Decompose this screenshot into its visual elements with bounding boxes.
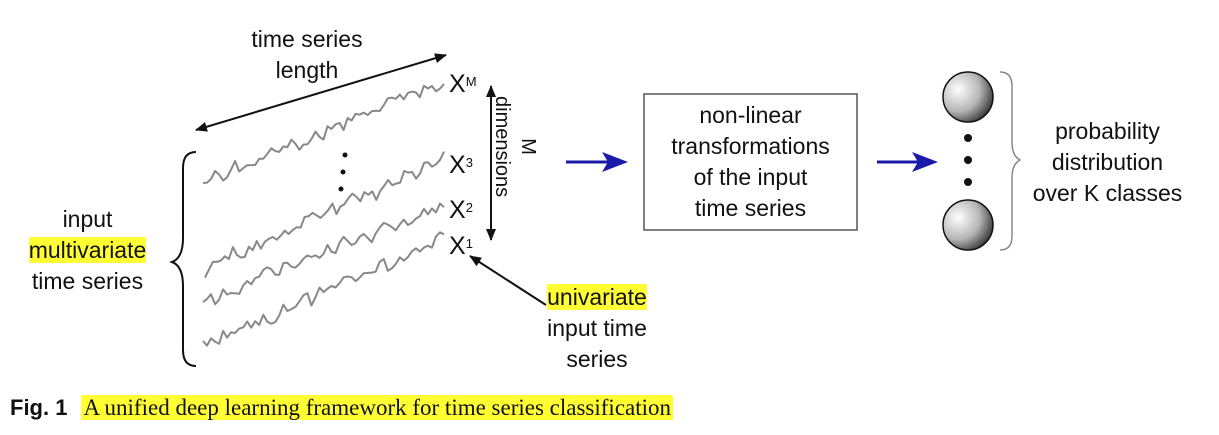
series-label-x2: X2 [449,196,473,224]
time-series-trace [202,83,445,184]
input-label-highlighted: multivariate [28,237,147,263]
output-label-line: over K classes [1032,180,1183,206]
figure-caption: Fig. 1 A unified deep learning framework … [10,395,674,421]
input-label-line: input [62,206,113,232]
length-label-line: time series [251,26,363,52]
transform-line: transformations [671,133,830,159]
output-neuron-bottom [942,199,994,251]
series-ellipsis-dot [340,169,346,175]
series-ellipsis-dot [338,186,344,192]
transform-line: time series [694,195,807,221]
time-series-trace [202,231,445,347]
dimensions-label-line: dimensions [491,96,513,198]
output-neuron-ellipsis-dot [964,178,972,186]
dimensions-label-line: M [517,138,539,155]
time-series-group [202,83,445,347]
transform-line: non-linear [699,102,802,128]
series-label-x1: X1 [449,232,473,260]
length-label-line: length [275,57,339,83]
m-dimensions-label: M dimensions [489,96,541,197]
output-neuron-ellipsis-dot [964,134,972,142]
output-neuron-ellipsis-dot [964,156,972,164]
univariate-input-label: univariate input time series [527,282,667,375]
time-series-length-label: time series length [232,24,382,86]
output-probability-label: probability distribution over K classes [1020,116,1195,209]
univariate-label-highlighted: univariate [547,284,647,310]
univariate-pointer-arrow [469,255,547,306]
univariate-label-line: input time [547,315,647,341]
input-to-transform-arrow [566,152,628,172]
univariate-label-line: series [566,346,628,372]
series-label-xm: XM [449,70,477,98]
output-brace [999,71,1022,251]
input-multivariate-label: input multivariate time series [20,204,155,297]
transform-to-output-arrow [877,152,938,172]
output-neuron-top [942,71,994,123]
time-series-trace [202,202,445,306]
series-label-x3: X3 [449,151,473,179]
series-ellipsis-dot [342,152,348,158]
length-arrow [195,53,447,132]
input-brace [169,151,197,367]
transform-box-text: non-linear transformations of the input … [644,100,857,224]
caption-label: Fig. 1 [10,395,68,420]
output-label-line: distribution [1051,149,1164,175]
output-label-line: probability [1055,118,1160,144]
input-label-line: time series [31,268,144,294]
transform-line: of the input [693,164,808,190]
caption-text: A unified deep learning framework for ti… [81,395,674,420]
transform-box [643,93,858,231]
time-series-trace [204,151,445,279]
